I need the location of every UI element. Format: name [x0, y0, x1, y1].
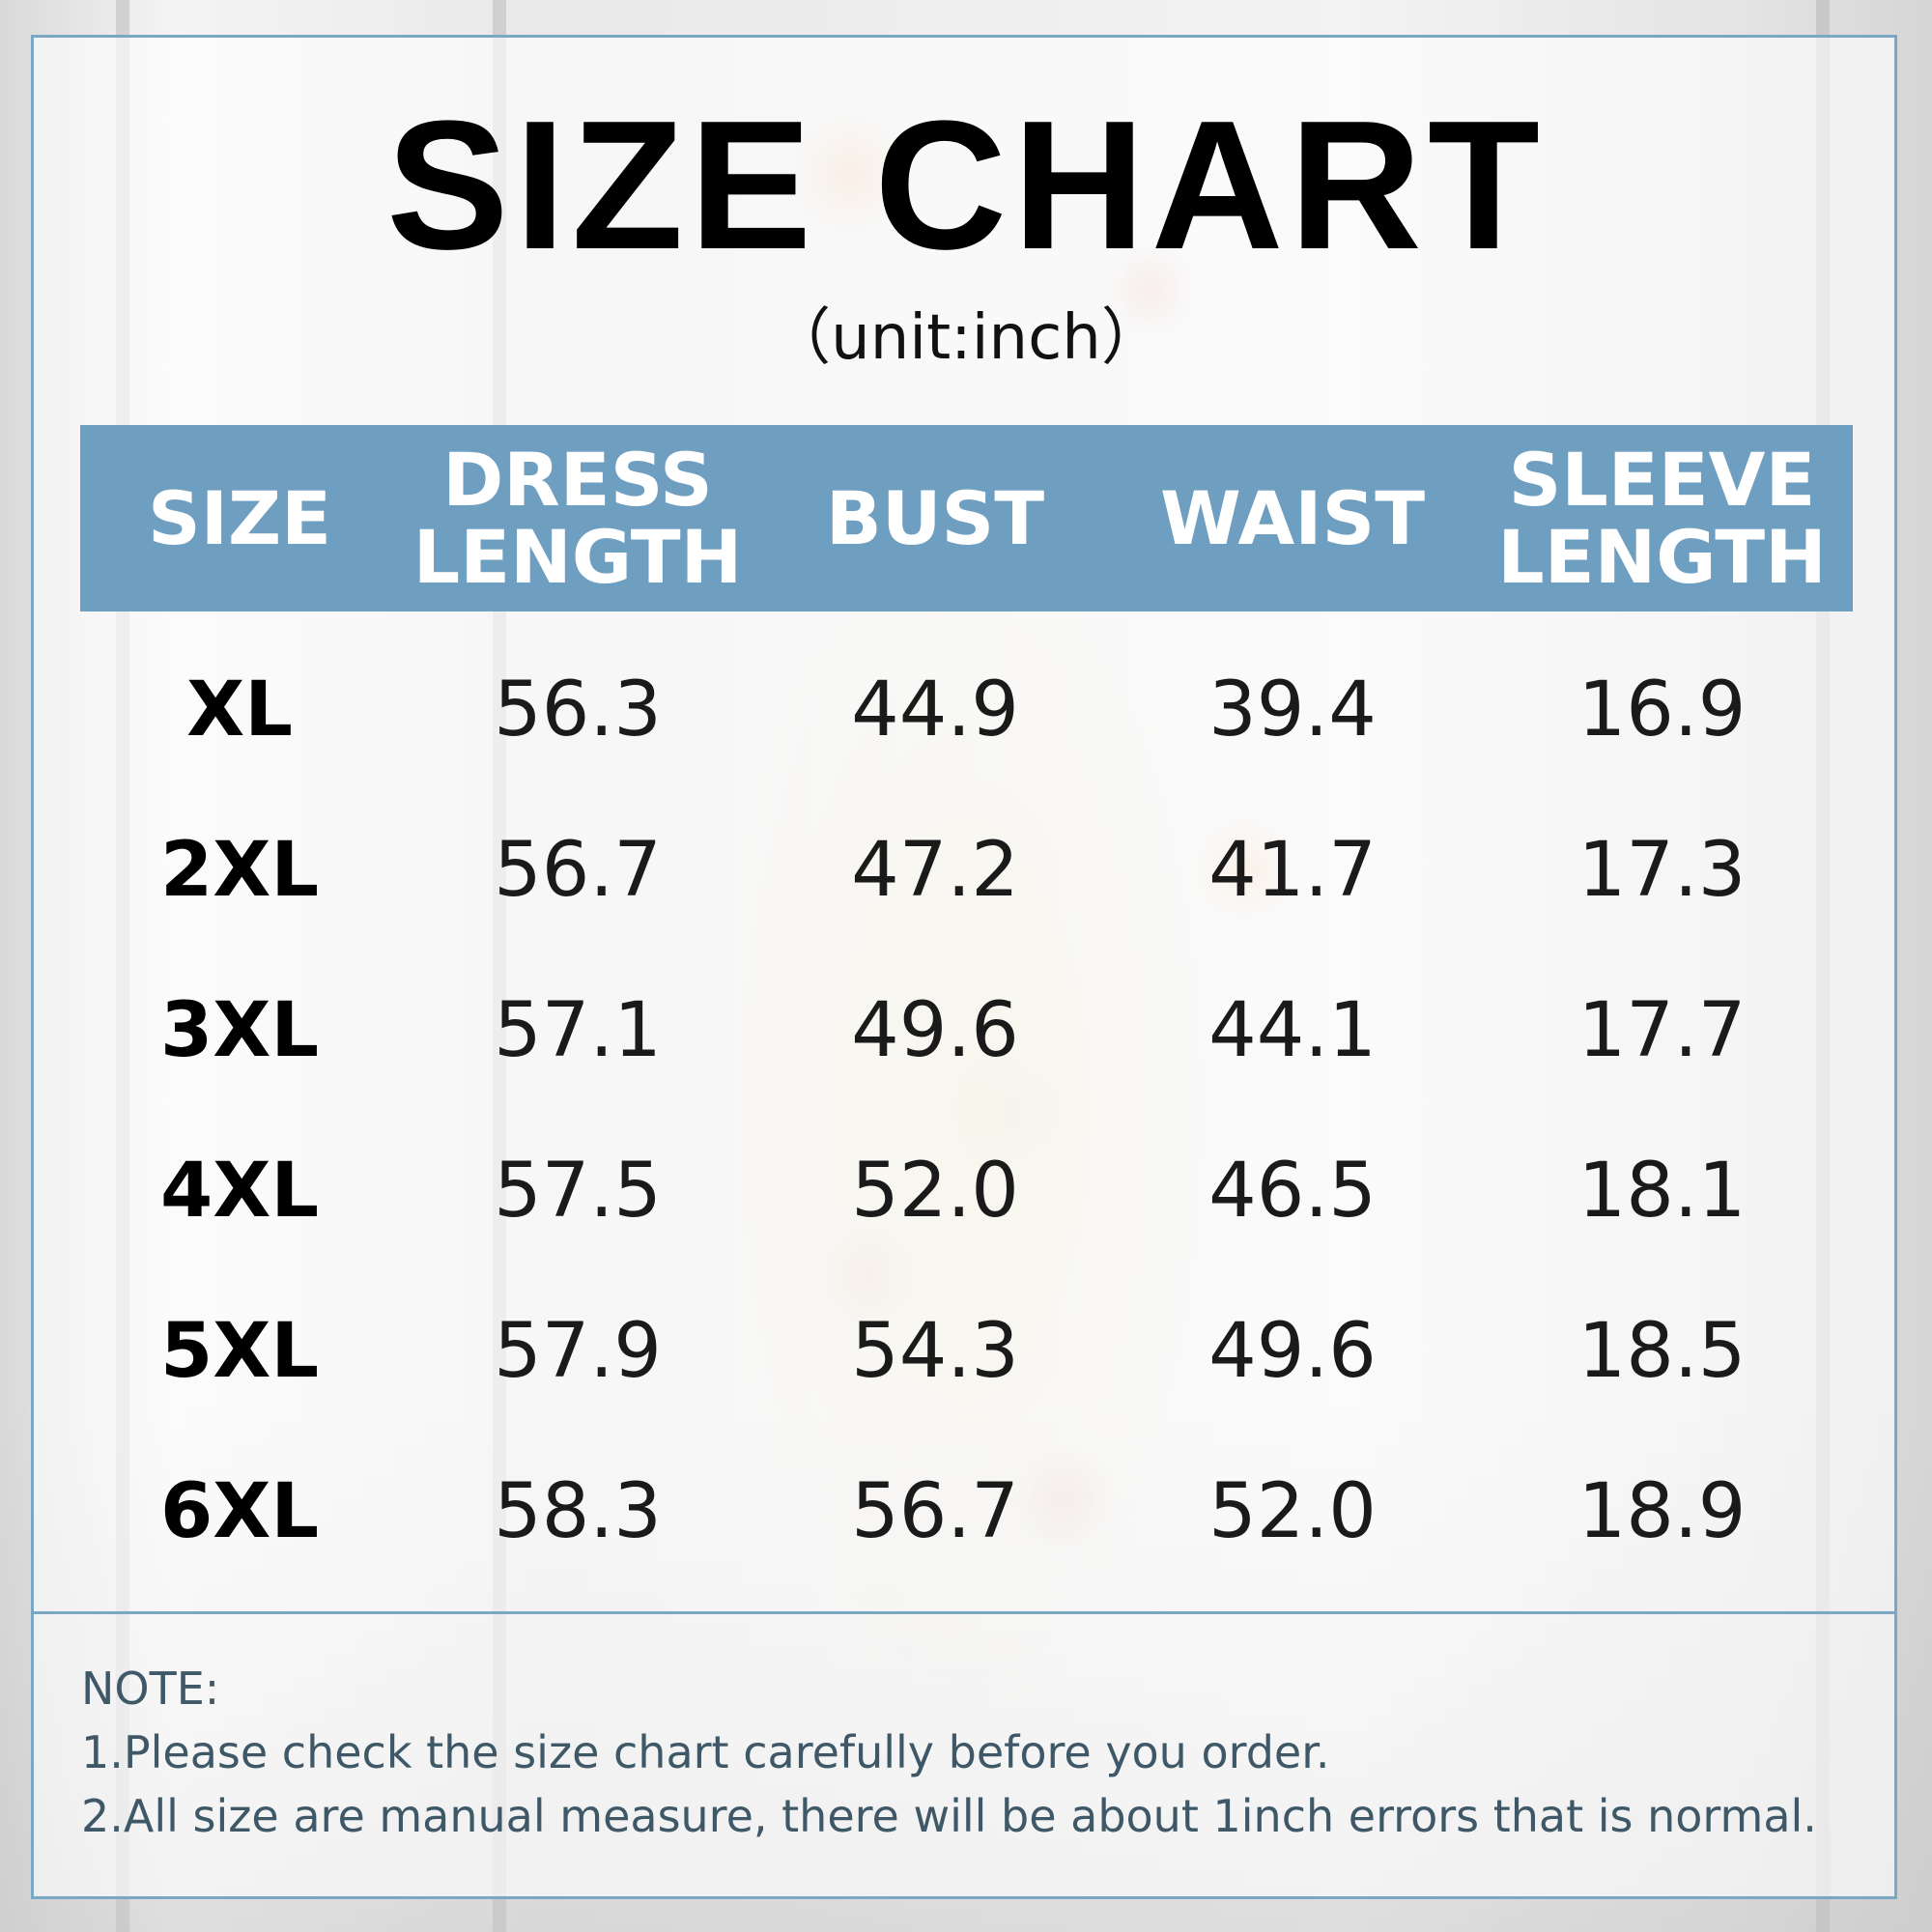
- table-row: 5XL 57.9 54.3 49.6 18.5: [80, 1271, 1853, 1432]
- table-row: 4XL 57.5 52.0 46.5 18.1: [80, 1111, 1853, 1271]
- waist-cell: 52.0: [1208, 1468, 1377, 1555]
- sleeve-length-cell: 18.5: [1577, 1308, 1747, 1395]
- table-row: 3XL 57.1 49.6 44.1 17.7: [80, 951, 1853, 1111]
- unit-label: （unit:inch）: [769, 302, 1163, 374]
- dress-length-cell: 57.9: [494, 1308, 662, 1395]
- table-row: XL 56.3 44.9 39.4 16.9: [80, 630, 1853, 790]
- table-row: 2XL 56.7 47.2 41.7 17.3: [80, 790, 1853, 951]
- header-bust: BUST: [825, 474, 1045, 561]
- bust-cell: 54.3: [851, 1308, 1019, 1395]
- sleeve-length-cell: 16.9: [1577, 667, 1747, 753]
- header-waist: WAIST: [1159, 474, 1426, 561]
- note-line-2: 2.All size are manual measure, there wil…: [81, 1790, 1817, 1842]
- header-dress-length: DRESS LENGTH: [412, 436, 743, 600]
- dress-length-cell: 56.3: [494, 667, 662, 753]
- size-cell: 4XL: [159, 1148, 320, 1235]
- bust-cell: 44.9: [851, 667, 1019, 753]
- dress-length-cell: 57.5: [494, 1148, 662, 1235]
- table-row: 6XL 58.3 56.7 52.0 18.9: [80, 1432, 1853, 1592]
- waist-cell: 49.6: [1208, 1308, 1377, 1395]
- header-sleeve-length: SLEEVE LENGTH: [1497, 436, 1827, 600]
- waist-cell: 46.5: [1208, 1148, 1377, 1235]
- note-divider: [31, 1611, 1897, 1614]
- waist-cell: 44.1: [1208, 987, 1377, 1074]
- note-heading: NOTE:: [81, 1662, 220, 1715]
- bust-cell: 49.6: [851, 987, 1019, 1074]
- table-header: SIZE DRESS LENGTH BUST WAIST SLEEVE LENG…: [80, 425, 1853, 611]
- waist-cell: 39.4: [1208, 667, 1377, 753]
- size-cell: 3XL: [159, 987, 320, 1074]
- bust-cell: 47.2: [851, 827, 1019, 914]
- chart-frame: [31, 35, 1897, 1899]
- sleeve-length-cell: 17.3: [1577, 827, 1747, 914]
- size-cell: XL: [186, 667, 293, 753]
- size-cell: 6XL: [159, 1468, 320, 1555]
- bust-cell: 56.7: [851, 1468, 1019, 1555]
- dress-length-cell: 56.7: [494, 827, 662, 914]
- waist-cell: 41.7: [1208, 827, 1377, 914]
- sleeve-length-cell: 18.9: [1577, 1468, 1747, 1555]
- bust-cell: 52.0: [851, 1148, 1019, 1235]
- header-size: SIZE: [147, 474, 332, 561]
- dress-length-cell: 57.1: [494, 987, 662, 1074]
- size-cell: 5XL: [159, 1308, 320, 1395]
- page-title: SIZE CHART: [386, 83, 1546, 288]
- size-cell: 2XL: [159, 827, 320, 914]
- dress-length-cell: 58.3: [494, 1468, 662, 1555]
- note-line-1: 1.Please check the size chart carefully …: [81, 1726, 1330, 1778]
- sleeve-length-cell: 18.1: [1577, 1148, 1747, 1235]
- sleeve-length-cell: 17.7: [1577, 987, 1747, 1074]
